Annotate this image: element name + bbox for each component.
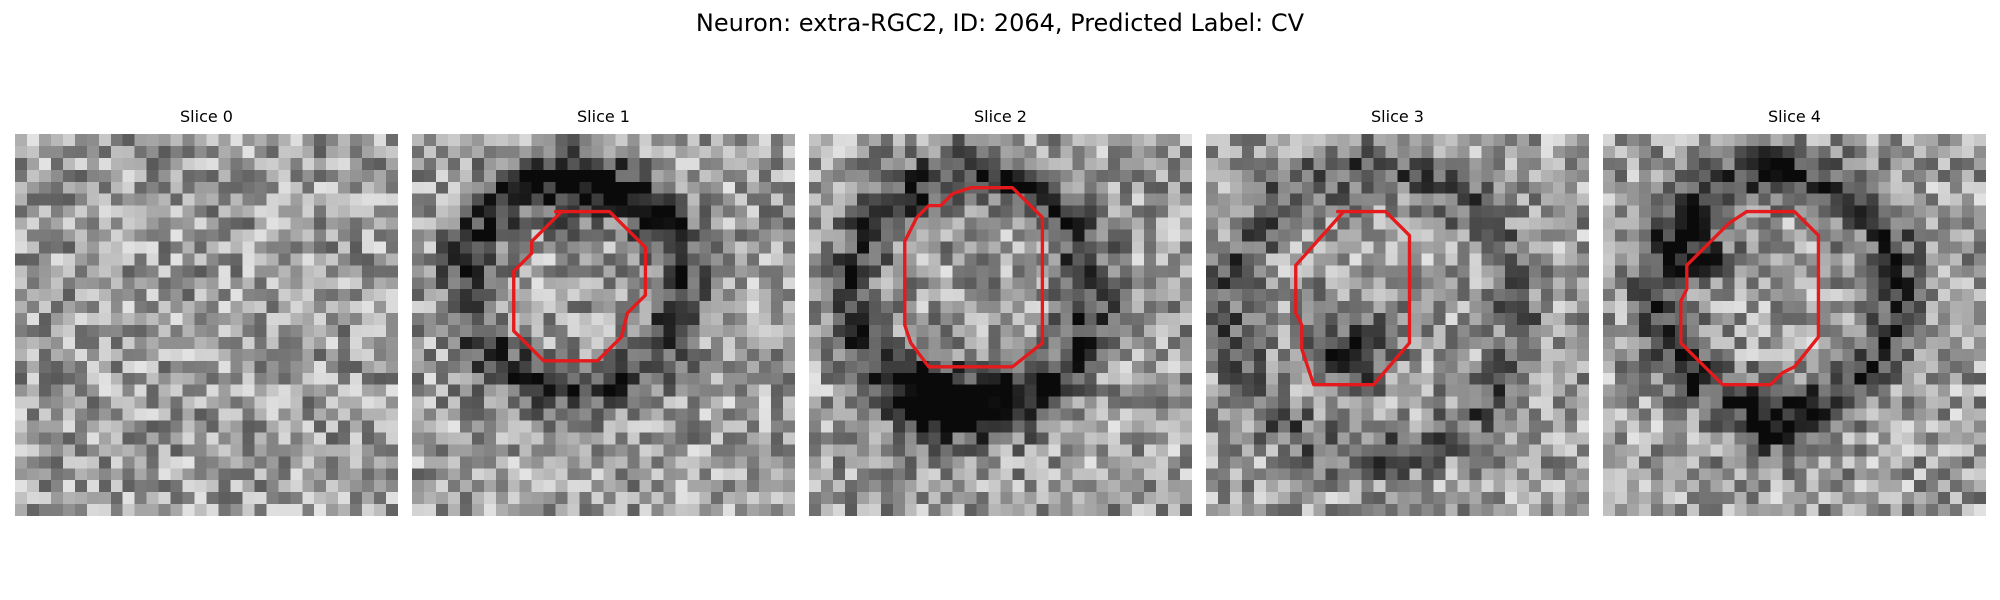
segmentation-contour <box>512 209 648 363</box>
segmentation-contour <box>1294 209 1412 387</box>
slice-title: Slice 1 <box>577 107 630 126</box>
figure-title: Neuron: extra-RGC2, ID: 2064, Predicted … <box>695 9 1305 37</box>
slice-image-canvas <box>1603 134 1986 516</box>
slice-title: Slice 0 <box>180 107 233 126</box>
segmentation-contour <box>903 186 1045 369</box>
slice-image <box>1206 134 1589 516</box>
slice-image <box>412 134 795 516</box>
slice-image-canvas <box>1206 134 1589 516</box>
slice-title: Slice 4 <box>1768 107 1821 126</box>
slice-image-canvas <box>412 134 795 516</box>
slice-image <box>1603 134 1986 516</box>
slice-image-canvas <box>15 134 398 516</box>
slice-image <box>809 134 1192 516</box>
slice-image-canvas <box>809 134 1192 516</box>
slice-title: Slice 3 <box>1371 107 1424 126</box>
slice-image <box>15 134 398 516</box>
slice-title: Slice 2 <box>974 107 1027 126</box>
segmentation-contour <box>1679 209 1821 387</box>
